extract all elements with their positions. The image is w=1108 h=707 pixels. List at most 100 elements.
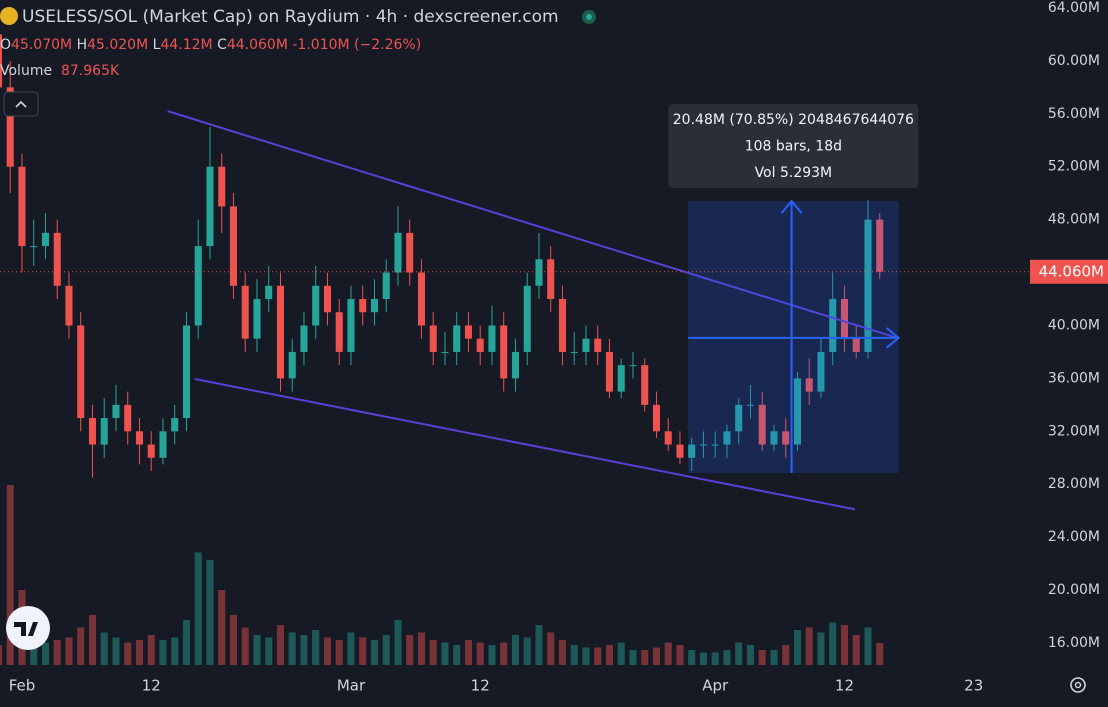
candle-body (805, 378, 813, 392)
candle-body (218, 166, 226, 207)
candle-body (241, 285, 249, 339)
candle-body (41, 232, 49, 247)
candle-body (605, 351, 613, 392)
candle-body (523, 285, 531, 352)
volume-bar (535, 625, 543, 665)
candle-body (194, 246, 202, 326)
candle-body (652, 404, 660, 432)
candle-body (511, 351, 519, 379)
candle-body (617, 365, 625, 392)
volume-bar (182, 620, 190, 665)
header-title-row: USELESS/SOL (Market Cap) on Raydium · 4h… (0, 7, 597, 27)
volume-bar (605, 645, 613, 665)
candle-body (723, 431, 731, 445)
x-tick-label: Feb (9, 677, 36, 695)
volume-bar (218, 590, 226, 665)
candle-body (676, 444, 684, 458)
candle-body (335, 312, 343, 352)
candle-body (406, 232, 414, 273)
y-tick-label: 16.00M (1048, 635, 1100, 651)
volume-bar (852, 635, 860, 665)
candle-body (88, 418, 96, 445)
candle-body (171, 418, 179, 432)
candle-body (711, 444, 719, 446)
trend-line (167, 110, 898, 339)
volume-bar (511, 635, 519, 665)
x-tick-label: Mar (337, 677, 366, 695)
candle-body (147, 444, 155, 458)
volume-bar (840, 625, 848, 665)
volume-bar (582, 647, 590, 665)
candle-body (476, 338, 484, 352)
change-value: -1.010M (−2.26%) (292, 37, 422, 53)
measure-arrowhead-h (885, 327, 901, 349)
y-tick-label: 52.00M (1048, 159, 1100, 175)
tv-logo-mark (14, 622, 38, 636)
volume-bar (77, 627, 85, 665)
candle-body (840, 299, 848, 339)
last-price-tag (1030, 259, 1108, 284)
candle-body (370, 299, 378, 313)
y-tick-label: 64.00M (1048, 0, 1100, 16)
volume-bar (594, 647, 602, 665)
ohlc-value: 44.060M (226, 37, 288, 53)
candle-body (829, 299, 837, 352)
ohlc-key: H (76, 37, 88, 53)
volume-bar (617, 642, 625, 665)
measure-tooltip-text: 20.48M (70.85%) 2048467644076 (673, 112, 914, 128)
volume-bar (793, 630, 801, 665)
volume-bar (335, 640, 343, 665)
volume-bar (746, 645, 754, 665)
candle-body (100, 418, 108, 445)
volume-bar (147, 635, 155, 665)
candle-body (582, 338, 590, 352)
volume-bar (805, 627, 813, 665)
candle-body (206, 166, 214, 247)
volume-bar (699, 652, 707, 665)
volume-bar (629, 650, 637, 665)
y-tick-label: 20.00M (1048, 582, 1100, 598)
candle-body (6, 87, 14, 167)
collapse-icon (15, 100, 27, 108)
volume-bar (723, 650, 731, 665)
volume-bar (100, 632, 108, 665)
ohlc-value: 45.020M (87, 37, 149, 53)
trend-line (194, 377, 856, 511)
measure-tooltip (668, 104, 919, 188)
ohlc-value: 45.070M (11, 37, 73, 53)
y-tick-label: 40.00M (1048, 317, 1100, 333)
ohlc-value: 44.12M (160, 37, 213, 53)
volume-bar (688, 650, 696, 665)
candle-body (817, 351, 825, 392)
y-tick-label: 32.00M (1048, 423, 1100, 439)
candle-body (453, 325, 461, 352)
candle-body (688, 444, 696, 458)
settings-icon[interactable] (1070, 677, 1086, 693)
volume-bar (500, 642, 508, 665)
volume-bar (135, 640, 143, 665)
volume-bar (288, 632, 296, 665)
volume-bar (676, 645, 684, 665)
y-tick-label: 60.00M (1048, 53, 1100, 69)
volume-bar (88, 615, 96, 665)
volume-bar (558, 640, 566, 665)
candle-body (159, 431, 167, 458)
volume-bar (30, 635, 38, 665)
candle-body (629, 365, 637, 367)
candle-body (864, 219, 872, 352)
chart-title: USELESS/SOL (Market Cap) on Raydium · 4h… (22, 7, 559, 27)
volume-bar (864, 627, 872, 665)
volume-bar (229, 615, 237, 665)
x-tick-label: 12 (471, 677, 490, 695)
volume-bar (323, 637, 331, 665)
candle-body (464, 325, 472, 339)
volume-bar (523, 637, 531, 665)
x-tick-label: Apr (702, 677, 729, 695)
measure-tooltip-text: 108 bars, 18d (745, 139, 842, 155)
collapse-button[interactable] (3, 91, 39, 117)
candle-body (417, 272, 425, 326)
volume-bar (41, 642, 49, 665)
volume-bar (876, 643, 884, 665)
candle-body (124, 404, 132, 432)
volume-bar (124, 642, 132, 665)
